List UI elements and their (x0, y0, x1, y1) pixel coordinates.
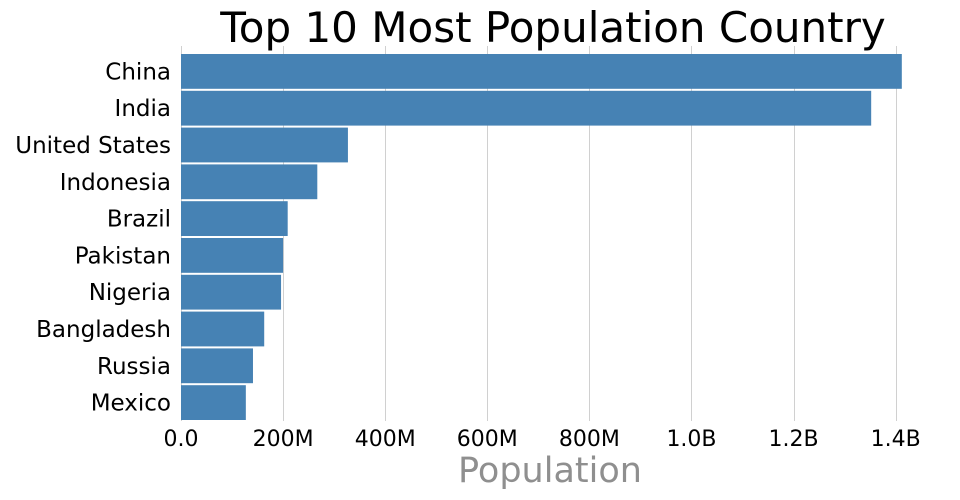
x-tick-label-400m: 400M (355, 427, 416, 452)
category-label-mexico: Mexico (91, 391, 171, 417)
x-tick-label-600m: 600M (457, 427, 518, 452)
bar-china (181, 54, 902, 89)
bar-india (181, 90, 872, 126)
chart-title: Top 10 Most Population Country (219, 3, 886, 52)
bar-pakistan (181, 238, 284, 273)
bar-indonesia (181, 164, 318, 200)
category-label-united-states: United States (15, 133, 171, 159)
bar-brazil (181, 201, 288, 236)
x-tick-label-1-2b: 1.2B (769, 427, 819, 452)
category-labels: China India United States Indonesia Brazil Pa… (15, 59, 171, 416)
category-label-nigeria: Nigeria (89, 280, 171, 306)
bar-nigeria (181, 274, 282, 310)
category-label-bangladesh: Bangladesh (36, 317, 171, 343)
x-tick-label-800m: 800M (559, 427, 620, 452)
x-tick-label-0-0: 0.0 (164, 427, 199, 452)
bar-mexico (181, 385, 246, 420)
category-label-russia: Russia (97, 354, 171, 380)
x-tick-label-200m: 200M (253, 427, 314, 452)
bar-bangladesh (181, 311, 265, 347)
x-tick-label-1-4b: 1.4B (871, 427, 921, 452)
category-label-india: India (115, 96, 171, 122)
bar-russia (181, 348, 253, 384)
x-axis-title: Population (458, 451, 642, 491)
category-label-indonesia: Indonesia (60, 170, 171, 196)
x-tick-label-1-0b: 1.0B (666, 427, 716, 452)
x-tick-labels: 0.0 200M 400M 600M 800M 1.0B 1.2B 1.4B (164, 427, 921, 452)
category-label-brazil: Brazil (107, 207, 171, 233)
category-label-pakistan: Pakistan (75, 243, 171, 269)
bars (181, 54, 902, 420)
category-label-china: China (105, 59, 171, 85)
bar-united-states (181, 127, 348, 163)
